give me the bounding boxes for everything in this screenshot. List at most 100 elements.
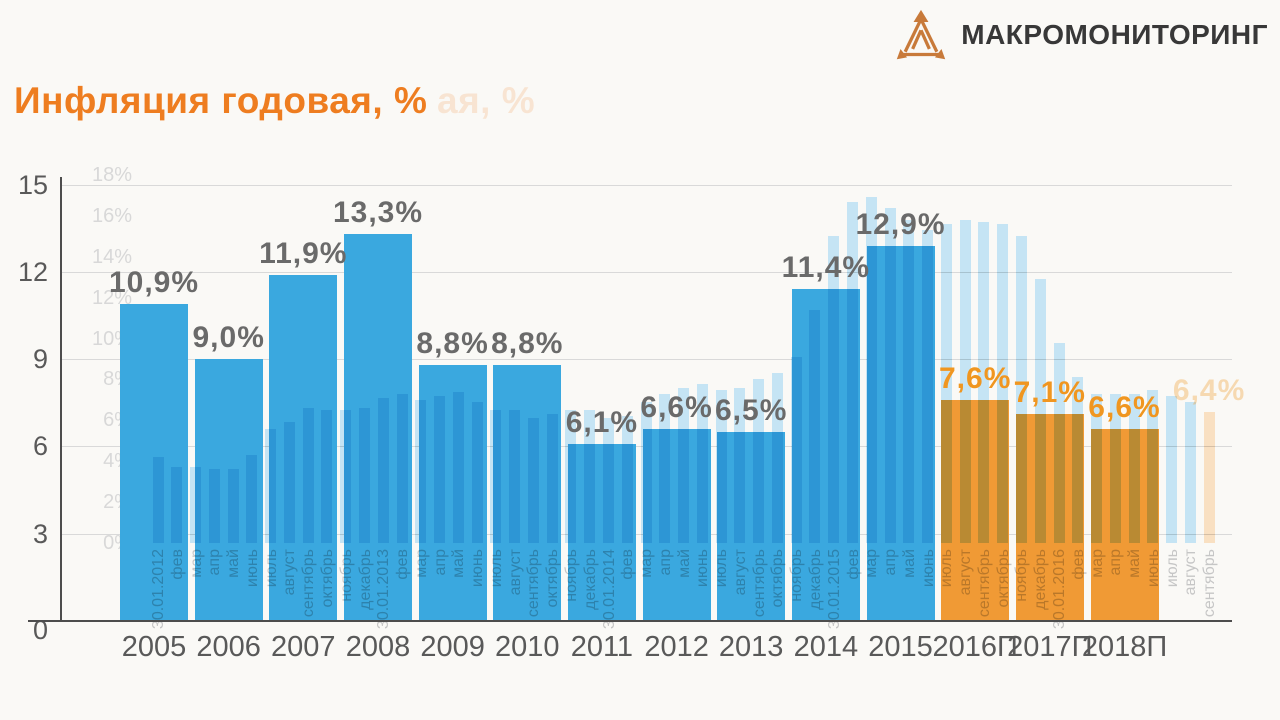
- ghost-month-bar: [828, 236, 840, 544]
- bar-value-label: 6,6%: [640, 390, 713, 424]
- ghost-month-label: август: [1182, 549, 1200, 596]
- x-axis-year-label: 2008: [345, 631, 411, 663]
- ghost-month-bar: [734, 387, 746, 543]
- ghost-month-label: мар: [638, 549, 655, 578]
- ghost-month-bar: [546, 414, 558, 543]
- ghost-month-bar: [621, 416, 633, 543]
- y-axis-tick-label: 3: [32, 518, 48, 549]
- ghost-month-label: апр: [882, 549, 899, 576]
- ghost-month-bar: [959, 219, 971, 543]
- ghost-month-bar: [847, 201, 858, 543]
- ghost-month-label: апр: [656, 549, 674, 576]
- ghost-month-label: апр: [206, 549, 224, 576]
- ghost-month-bar: [208, 469, 220, 543]
- ghost-month-label: июль: [1163, 549, 1181, 588]
- ghost-month-label: апр: [1107, 549, 1125, 576]
- ghost-month-bar: [1184, 401, 1196, 543]
- gridline: [61, 184, 1232, 186]
- bar-value-label: 7,1%: [1013, 376, 1086, 410]
- x-axis-year-label: 2014: [793, 631, 859, 663]
- ghost-month-bar: [1128, 393, 1140, 543]
- ghost-month-label: 30.01.2016: [1051, 549, 1068, 630]
- y-axis-line: [60, 177, 62, 622]
- x-axis-year-label: 2005: [121, 631, 187, 663]
- ghost-month-label: декабрь: [581, 549, 599, 610]
- ghost-month-bar: [471, 401, 483, 543]
- x-axis-year-label: 2017П: [1007, 631, 1093, 663]
- bar-value-label: 11,4%: [781, 251, 871, 285]
- bar-value-label: 6,1%: [565, 405, 639, 439]
- ghost-month-bar: [246, 455, 258, 543]
- ghost-month-label: фев: [1069, 549, 1087, 580]
- bar-value-label: 11,9%: [259, 236, 348, 270]
- ghost-month-label: сентябрь: [975, 549, 993, 618]
- y-axis-tick-label: 6: [32, 431, 48, 462]
- ghost-month-bar: [696, 383, 708, 543]
- ghost-month-label: август: [281, 549, 299, 596]
- ghost-month-bar: [265, 428, 277, 543]
- ghost-month-bar: [865, 197, 877, 543]
- ghost-month-label: июнь: [243, 549, 261, 588]
- bar-value-label: 6,5%: [714, 393, 788, 427]
- ghost-y-axis-tick-label: 14%: [91, 245, 132, 268]
- ghost-month-label: ноябрь: [1013, 549, 1031, 602]
- logo-text: МАКРОМОНИТОРИНГ: [961, 19, 1268, 50]
- ghost-month-label: фев: [844, 549, 862, 580]
- ghost-month-label: ноябрь: [337, 549, 355, 602]
- ghost-month-bar: [1166, 395, 1178, 543]
- ghost-month-label: мар: [187, 549, 205, 578]
- bar-value-label: 9,0%: [192, 321, 265, 355]
- ghost-month-bar: [490, 410, 502, 543]
- ghost-month-label: июль: [262, 549, 280, 588]
- ghost-month-bar: [452, 391, 464, 543]
- ghost-month-bar: [1109, 393, 1121, 543]
- x-axis-year-label: 2006: [196, 631, 261, 663]
- x-axis-year-label: 2013: [718, 631, 784, 663]
- ghost-month-label: декабрь: [806, 549, 824, 610]
- y-axis-tick-label: 12: [17, 256, 48, 287]
- ghost-month-label: 30.01.2014: [600, 549, 618, 630]
- ghost-month-label: декабрь: [1032, 549, 1050, 610]
- ghost-month-bar: [434, 395, 446, 543]
- ghost-month-bar: [790, 356, 802, 543]
- ghost-month-bar: [640, 401, 652, 543]
- ghost-month-bar: [659, 393, 671, 543]
- ghost-month-label: июль: [938, 549, 956, 588]
- x-axis-year-label: 2018П: [1081, 631, 1168, 663]
- ghost-month-label: май: [1126, 549, 1143, 578]
- y-axis-tick-label: 0: [32, 615, 48, 645]
- ghost-month-bar: [997, 224, 1009, 543]
- ghost-month-label: июнь: [1144, 549, 1162, 588]
- ghost-month-label: фев: [394, 549, 411, 580]
- ghost-month-label: фев: [619, 549, 637, 580]
- bar-value-label: 13,3%: [332, 196, 424, 229]
- ghost-month-bar: [603, 418, 614, 543]
- x-axis-year-label: 2012: [644, 631, 709, 663]
- ghost-month-label: сентябрь: [300, 549, 318, 618]
- ghost-month-label: май: [225, 549, 243, 578]
- bar-value-label: 10,9%: [108, 265, 200, 299]
- gridline: [61, 359, 1232, 361]
- ghost-month-label: декабрь: [356, 549, 374, 610]
- gridline: [61, 271, 1232, 273]
- x-axis-year-label: 2007: [271, 631, 336, 663]
- ghost-month-bar: [283, 422, 295, 543]
- triangle-arrows-icon: [897, 9, 946, 60]
- ghost-month-bar: [1203, 412, 1215, 543]
- ghost-month-bar: [940, 224, 952, 543]
- page-title: Инфляция годовая, %: [14, 80, 428, 121]
- ghost-month-bar: [1091, 393, 1102, 543]
- ghost-month-label: мар: [863, 549, 881, 578]
- bar-value-label: 8,8%: [416, 326, 489, 360]
- ghost-title-fragment: ая, %: [437, 80, 536, 121]
- ghost-month-bar: [171, 467, 183, 543]
- ghost-month-label: июнь: [919, 549, 937, 588]
- ghost-month-label: май: [900, 549, 918, 578]
- ghost-month-label: мар: [412, 549, 430, 578]
- ghost-month-bar: [152, 457, 164, 543]
- ghost-month-bar: [359, 408, 370, 543]
- ghost-month-bar: [1015, 236, 1027, 544]
- ghost-month-label: 30.01.2012: [150, 549, 167, 630]
- ghost-month-label: сентябрь: [525, 549, 543, 618]
